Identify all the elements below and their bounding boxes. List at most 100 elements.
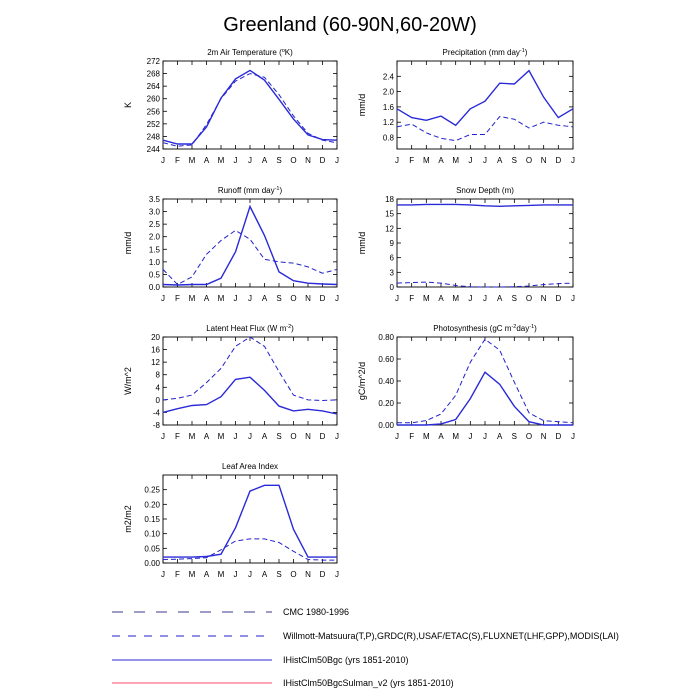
y-tick-label: 0.80 [378, 333, 394, 342]
y-tick-label: 9 [390, 239, 395, 248]
title-superscript: -2 [511, 324, 516, 330]
x-tick-label: S [512, 294, 517, 303]
y-tick-label: 244 [147, 145, 161, 154]
x-tick-label: M [189, 432, 196, 441]
title-text: Runoff (mm day [218, 186, 275, 195]
x-tick-label: M [189, 570, 196, 579]
title-text: ) [279, 186, 282, 195]
title-superscript: -2 [286, 324, 291, 330]
y-tick-label: 2.0 [383, 88, 395, 97]
y-axis-label: K [123, 102, 133, 108]
x-tick-label: N [305, 156, 311, 165]
x-tick-label: J [234, 294, 238, 303]
x-tick-label: N [541, 156, 547, 165]
title-superscript: o [282, 48, 285, 54]
x-tick-label: F [175, 432, 180, 441]
y-tick-label: 15 [385, 210, 394, 219]
title-text: Precipitation (mm day [443, 48, 520, 57]
title-superscript: -1 [529, 324, 534, 330]
y-tick-label: 260 [147, 95, 161, 104]
y-tick-label: 8 [156, 371, 161, 380]
x-tick-label: J [161, 156, 165, 165]
panel-1: 2m Air Temperature (oK) 244 248 252 256 260 26… [123, 48, 339, 165]
y-tick-label: 4 [156, 383, 161, 392]
x-tick-label: J [335, 294, 339, 303]
y-tick-label: 0.05 [144, 544, 160, 553]
x-tick-label: J [161, 432, 165, 441]
y-tick-label: 0.5 [149, 270, 161, 279]
y-tick-label: 1.0 [149, 258, 161, 267]
x-tick-label: J [234, 570, 238, 579]
title-text: K) [285, 48, 293, 57]
panel-title: Leaf Area Index [222, 462, 278, 471]
panel-title: 2m Air Temperature (oK) [207, 48, 293, 57]
x-tick-label: J [483, 294, 487, 303]
y-tick-label: 3.0 [149, 208, 161, 217]
series-line-run1 [396, 69, 574, 127]
x-tick-label: A [438, 432, 444, 441]
x-tick-label: O [290, 432, 296, 441]
series-line-obs [396, 115, 574, 142]
panel-title: Snow Depth (m) [456, 186, 514, 195]
x-tick-label: O [290, 570, 296, 579]
x-tick-label: O [290, 294, 296, 303]
x-tick-label: J [248, 294, 252, 303]
y-tick-label: 0 [390, 283, 395, 292]
x-tick-label: D [320, 156, 326, 165]
x-tick-label: F [409, 432, 414, 441]
x-tick-label: M [218, 432, 225, 441]
title-superscript: -1 [520, 48, 525, 54]
y-tick-label: 0.60 [378, 355, 394, 364]
panel-title: Precipitation (mm day-1) [443, 48, 528, 57]
x-tick-label: M [423, 432, 430, 441]
y-tick-label: 0.0 [149, 283, 161, 292]
legend-label: Willmott-Matsuura(T,P),GRDC(R),USAF/ETAC… [283, 631, 619, 641]
title-text: Snow Depth (m) [456, 186, 514, 195]
x-tick-label: S [512, 432, 517, 441]
x-tick-label: F [175, 156, 180, 165]
x-tick-label: J [395, 432, 399, 441]
x-tick-label: A [438, 294, 444, 303]
x-tick-label: J [248, 156, 252, 165]
y-tick-label: 2.5 [149, 220, 161, 229]
y-axis-label: mm/d [357, 232, 367, 255]
y-tick-label: 0.10 [144, 530, 160, 539]
x-tick-label: A [497, 156, 503, 165]
x-tick-label: S [276, 294, 281, 303]
x-tick-label: F [175, 570, 180, 579]
x-tick-label: N [305, 432, 311, 441]
panel-2: Precipitation (mm day-1) 0.8 1.2 1.6 2.0 2.4 J… [357, 48, 575, 165]
series-line-run1 [162, 69, 338, 145]
series-line-obs [162, 538, 337, 561]
x-tick-label: O [526, 432, 532, 441]
x-tick-label: F [175, 294, 180, 303]
plot-frame [396, 336, 574, 426]
y-tick-label: 1.2 [383, 118, 395, 127]
series-line-obs [396, 281, 574, 288]
y-tick-label: 0.20 [144, 500, 160, 509]
x-tick-label: J [483, 156, 487, 165]
x-tick-label: A [497, 432, 503, 441]
x-tick-label: M [218, 156, 225, 165]
y-tick-label: 2.0 [149, 233, 161, 242]
panel-6: Photosynthesis (gC m-2day-1) 0.00 0.20 0.40… [357, 324, 575, 441]
x-tick-label: M [189, 294, 196, 303]
legend-label: IHistClm50BgcSulman_v2 (yrs 1851-2010) [283, 678, 454, 688]
legend-label: CMC 1980-1996 [283, 607, 349, 617]
plot-frame [162, 474, 338, 564]
x-tick-label: N [305, 570, 311, 579]
chart-panels: 2m Air Temperature (oK)24424825225626026… [123, 48, 575, 579]
y-axis-label: m2/m2 [123, 505, 133, 533]
x-tick-label: M [218, 294, 225, 303]
x-tick-label: J [571, 156, 575, 165]
x-tick-label: N [541, 294, 547, 303]
series-line-obs [162, 229, 338, 286]
series-line-obs [162, 336, 338, 402]
x-tick-label: J [161, 570, 165, 579]
x-tick-label: F [409, 294, 414, 303]
x-tick-label: J [234, 432, 238, 441]
plot-frame [162, 198, 338, 288]
x-tick-label: O [290, 156, 296, 165]
y-tick-label: 1.5 [149, 245, 161, 254]
